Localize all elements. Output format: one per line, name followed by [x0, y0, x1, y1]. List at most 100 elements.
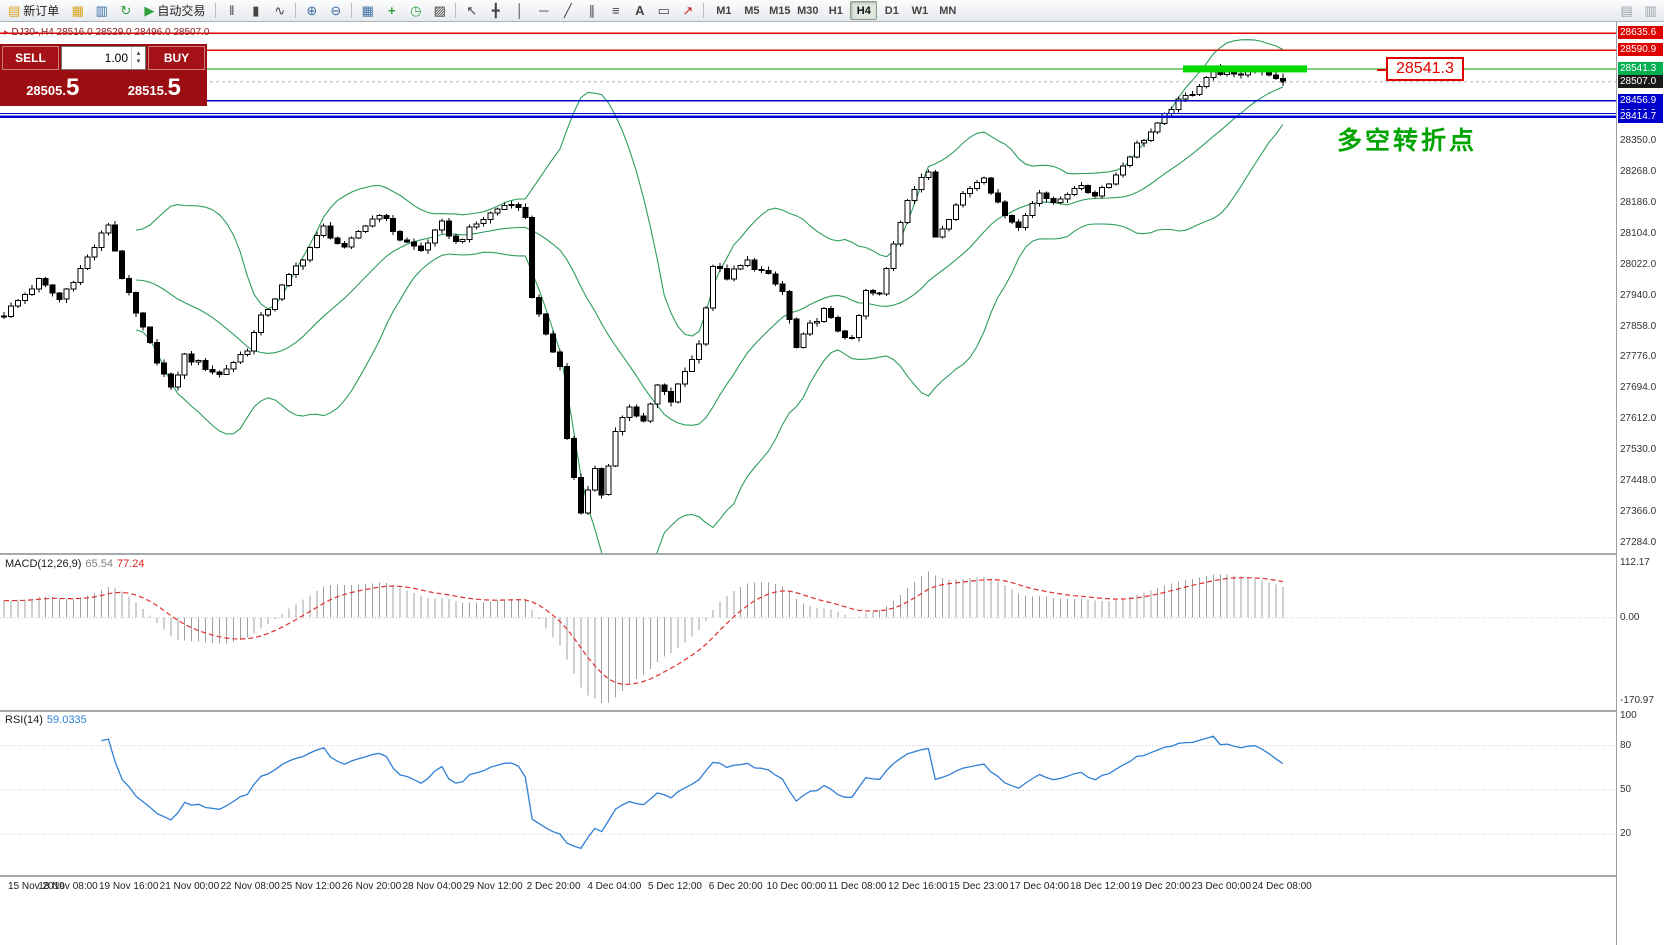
volume-up-icon[interactable]: ▴: [136, 49, 141, 57]
panel-divider[interactable]: [0, 875, 1664, 877]
cursor-button[interactable]: ↖: [460, 1, 483, 21]
vertical-line-button[interactable]: │: [508, 1, 531, 21]
time-tick: 15 Nov 2019: [8, 881, 65, 892]
zoom-out-button[interactable]: ⊖: [324, 1, 347, 21]
horizontal-line-icon: ─: [539, 3, 549, 18]
price-tick: 27940.0: [1620, 289, 1657, 301]
text-icon: A: [635, 3, 645, 18]
fibonacci-icon: ≡: [612, 3, 620, 18]
horizontal-line-button[interactable]: ─: [532, 1, 555, 21]
text-label-icon: ▭: [657, 3, 670, 18]
new-order-button[interactable]: ▤ 新订单: [2, 1, 65, 21]
time-tick: 28 Nov 04:00: [402, 881, 462, 892]
arrow-icon: ↗: [682, 3, 694, 18]
macd-panel[interactable]: [0, 555, 1616, 710]
main-toolbar: ▤ 新订单 ▦ ▥ ↻ ▶ 自动交易 ‖ ▮ ∿ ⊕ ⊖ ▦ + ◷ ▨ ↖ ╋…: [0, 0, 1664, 22]
fibonacci-button[interactable]: ≡: [604, 1, 627, 21]
volume-stepper[interactable]: 1.00 ▴ ▾: [61, 46, 146, 70]
time-tick: 12 Dec 16:00: [888, 881, 948, 892]
toolbar-separator: [351, 3, 353, 18]
candlestick-button[interactable]: ▮: [244, 1, 267, 21]
rsi-axis-value: 20: [1620, 828, 1632, 840]
panel-divider[interactable]: [0, 710, 1664, 712]
chart-profile-button[interactable]: ▦: [66, 1, 89, 21]
cycles-icon: ◷: [410, 3, 422, 18]
price-tick: 28022.0: [1620, 258, 1657, 270]
panel-divider[interactable]: [0, 553, 1664, 555]
tile-windows-button[interactable]: ▦: [356, 1, 379, 21]
price-annotation[interactable]: 28541.3: [1377, 57, 1464, 81]
volume-down-icon[interactable]: ▾: [136, 58, 141, 65]
cycles-button[interactable]: ◷: [404, 1, 427, 21]
time-tick: 22 Nov 08:00: [220, 881, 280, 892]
time-tick: 11 Dec 08:00: [827, 881, 887, 892]
channel-button[interactable]: ∥: [580, 1, 603, 21]
bar-chart-button[interactable]: ‖: [220, 1, 243, 21]
price-chart[interactable]: [0, 22, 1616, 553]
toolbar-separator: [703, 3, 705, 18]
price-tick: 28268.0: [1620, 165, 1657, 177]
price-tick: 27284.0: [1620, 537, 1657, 548]
volume-value[interactable]: 1.00: [104, 51, 128, 65]
time-tick: 4 Dec 04:00: [587, 881, 642, 892]
rsi-panel[interactable]: [0, 712, 1616, 875]
price-tick: 27448.0: [1620, 475, 1657, 487]
chart-ohlc-header: ▸ DJ30-,H4 28516.0 28529.0 28496.0 28507.…: [4, 27, 209, 38]
timeframe-m15[interactable]: M15: [766, 1, 793, 20]
timeframe-m1[interactable]: M1: [710, 1, 737, 20]
time-tick: 29 Nov 12:00: [463, 881, 523, 892]
equidistant-channel-icon: ∥: [588, 3, 596, 18]
timeframe-h4[interactable]: H4: [850, 1, 878, 20]
time-tick: 19 Nov 16:00: [98, 881, 159, 892]
trendline-button[interactable]: ╱: [556, 1, 579, 21]
price-tick: 27530.0: [1620, 444, 1657, 456]
window-b-button[interactable]: ▥: [1639, 1, 1662, 21]
timeframe-h1[interactable]: H1: [822, 1, 849, 20]
toolbar-separator: [295, 3, 297, 18]
chart-profile-icon: ▦: [71, 3, 84, 18]
timeframe-m30[interactable]: M30: [794, 1, 821, 20]
rsi-axis-value: 100: [1620, 710, 1637, 721]
chinese-annotation: 多空转折点: [1337, 127, 1478, 155]
timeframe-d1[interactable]: D1: [878, 1, 905, 20]
timeframe-m5[interactable]: M5: [738, 1, 765, 20]
price-tick: 28104.0: [1620, 227, 1657, 239]
time-tick: 19 Dec 20:00: [1130, 881, 1191, 892]
data-window-button[interactable]: ▥: [90, 1, 113, 21]
window-b-icon: ▥: [1644, 3, 1657, 18]
indicators-button[interactable]: +: [380, 1, 403, 21]
line-chart-button[interactable]: ∿: [268, 1, 291, 21]
arrow-button[interactable]: ↗: [676, 1, 699, 21]
new-order-label: 新订单: [23, 4, 60, 18]
buy-button[interactable]: BUY: [148, 46, 205, 70]
text-label-button[interactable]: ▭: [652, 1, 675, 21]
price-level-badge: 28590.9: [1618, 43, 1663, 57]
rsi-axis-value: 80: [1620, 739, 1632, 751]
price-annotation-tick: [1377, 69, 1387, 71]
toolbar-separator: [215, 3, 217, 18]
time-tick: 26 Nov 20:00: [341, 881, 402, 892]
new-order-icon: ▤: [8, 3, 21, 18]
crosshair-icon: ╋: [491, 3, 500, 18]
price-axis[interactable]: 28350.0 28268.0 28186.0 28104.0 28022.0 27940…: [1616, 22, 1664, 945]
templates-button[interactable]: ▨: [428, 1, 451, 21]
window-a-button[interactable]: ▤: [1615, 1, 1638, 21]
zoom-in-icon: ⊕: [306, 3, 318, 18]
autotrading-button[interactable]: ▶ 自动交易: [138, 1, 211, 21]
vertical-line-icon: │: [515, 3, 524, 18]
text-button[interactable]: A: [628, 1, 651, 21]
refresh-button[interactable]: ↻: [114, 1, 137, 21]
macd-axis-value: 0.00: [1620, 611, 1640, 623]
time-tick: 21 Nov 00:00: [159, 881, 220, 892]
sell-button[interactable]: SELL: [2, 46, 59, 70]
time-tick: 18 Nov 08:00: [38, 881, 98, 892]
timeframe-mn[interactable]: MN: [934, 1, 961, 20]
zoom-in-button[interactable]: ⊕: [300, 1, 323, 21]
price-level-badge: 28541.3: [1618, 61, 1663, 75]
timeframe-w1[interactable]: W1: [906, 1, 933, 20]
indicators-icon: +: [388, 3, 396, 18]
time-axis[interactable]: 15 Nov 2019 18 Nov 08:00 19 Nov 16:00 21 No…: [0, 877, 1616, 897]
crosshair-button[interactable]: ╋: [484, 1, 507, 21]
price-level-badge: 28635.6: [1618, 26, 1663, 40]
candlestick-icon: ▮: [252, 3, 260, 18]
